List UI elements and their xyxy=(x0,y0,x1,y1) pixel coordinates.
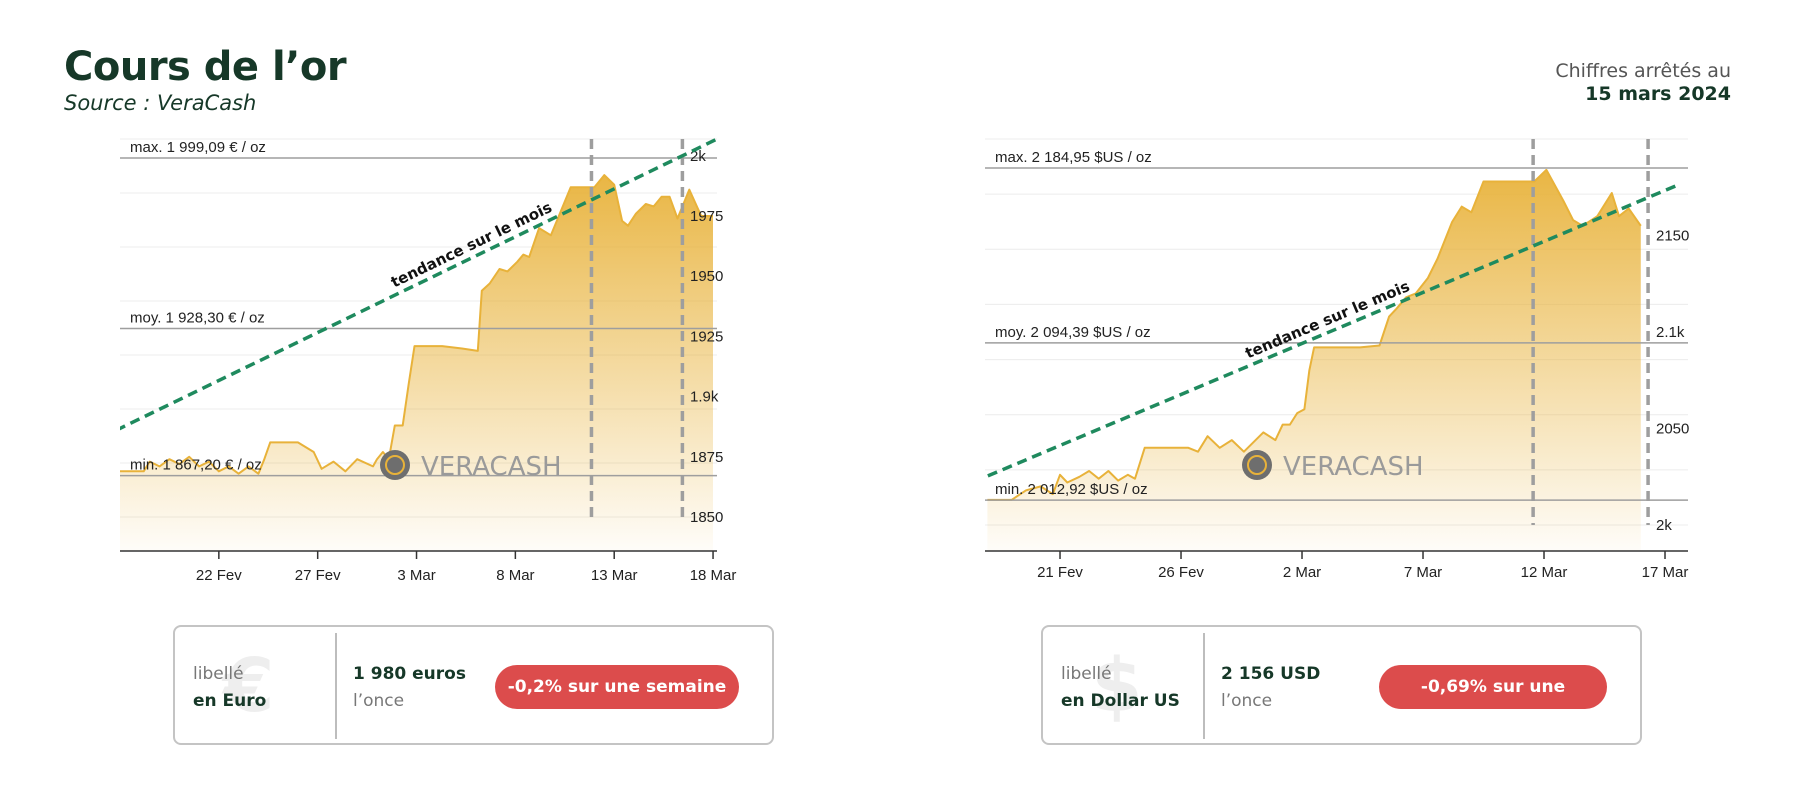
x-tick-label: 7 Mar xyxy=(1404,564,1442,581)
price-value: 1 980 euros xyxy=(353,664,466,684)
price-block: 2 156 USD l’once xyxy=(1221,661,1320,715)
x-tick-label: 22 Fev xyxy=(196,567,242,584)
price-area xyxy=(987,169,1641,551)
y-tick-label: 1950 xyxy=(690,268,723,285)
min-label: min. 1 867,20 € / oz xyxy=(130,457,262,474)
currency-label-bottom: en Dollar US xyxy=(1061,691,1180,711)
avg-label: moy. 2 094,39 $US / oz xyxy=(995,324,1151,341)
as-of-label: Chiffres arrêtés au xyxy=(1555,60,1731,82)
currency-label-top: libellé xyxy=(1061,664,1112,684)
x-tick-label: 8 Mar xyxy=(496,567,534,584)
euro-icon: € xyxy=(223,643,275,729)
veracash-watermark: VERACASH xyxy=(421,452,562,482)
x-tick-label: 2 Mar xyxy=(1283,564,1321,581)
x-tick-label: 17 Mar xyxy=(1642,564,1689,581)
dollar-icon: $ xyxy=(1091,643,1143,729)
y-tick-label: 2k xyxy=(1656,517,1672,534)
y-tick-label: 1975 xyxy=(690,208,723,225)
card-divider xyxy=(1203,633,1205,739)
y-tick-label: 1850 xyxy=(690,509,723,526)
chart-usd: max. 2 184,95 $US / oz moy. 2 094,39 $US … xyxy=(985,138,1689,581)
card-usd: $ libellé en Dollar US 2 156 USD l’once … xyxy=(1041,625,1642,745)
y-tick-label: 2k xyxy=(690,148,706,165)
price-block: 1 980 euros l’once xyxy=(353,661,466,715)
currency-label: libellé en Dollar US xyxy=(1061,661,1180,715)
page-title: Cours de l’or xyxy=(64,44,347,90)
change-badge: -0,2% sur une semaine xyxy=(495,665,739,709)
y-tick-label: 1.9k xyxy=(690,389,719,406)
min-label: min. 2 012,92 $US / oz xyxy=(995,481,1148,498)
y-tick-label: 1875 xyxy=(690,449,723,466)
x-tick-label: 3 Mar xyxy=(397,567,435,584)
x-tick-label: 12 Mar xyxy=(1521,564,1568,581)
x-tick-label: 21 Fev xyxy=(1037,564,1083,581)
veracash-watermark: VERACASH xyxy=(1283,452,1424,482)
currency-label-top: libellé xyxy=(193,664,244,684)
source-caption: Source : VeraCash xyxy=(64,91,257,115)
x-tick-label: 26 Fev xyxy=(1158,564,1204,581)
y-tick-label: 2.1k xyxy=(1656,324,1685,341)
card-divider xyxy=(335,633,337,739)
x-tick-label: 13 Mar xyxy=(591,567,638,584)
currency-label: libellé en Euro xyxy=(193,661,266,715)
price-value: 2 156 USD xyxy=(1221,664,1321,684)
card-eur: € libellé en Euro 1 980 euros l’once -0,… xyxy=(173,625,774,745)
avg-label: moy. 1 928,30 € / oz xyxy=(130,309,265,326)
as-of-date: 15 mars 2024 xyxy=(1585,83,1731,105)
x-tick-label: 18 Mar xyxy=(690,567,737,584)
veracash-logo-ring xyxy=(1247,455,1267,475)
veracash-logo-icon xyxy=(1242,450,1272,480)
y-tick-label: 2150 xyxy=(1656,228,1689,245)
price-unit: l’once xyxy=(353,691,405,711)
y-tick-label: 1925 xyxy=(690,328,723,345)
price-line xyxy=(987,168,1642,501)
x-tick-label: 27 Fev xyxy=(295,567,341,584)
max-label: max. 1 999,09 € / oz xyxy=(130,139,266,156)
veracash-logo-ring xyxy=(385,455,405,475)
price-line xyxy=(120,174,713,475)
y-tick-label: 2050 xyxy=(1656,421,1689,438)
currency-label-bottom: en Euro xyxy=(193,691,267,711)
max-label: max. 2 184,95 $US / oz xyxy=(995,149,1152,166)
change-badge: -0,69% sur une semaine xyxy=(1379,665,1607,741)
chart-eur: max. 1 999,09 € / oz moy. 1 928,30 € / oz… xyxy=(120,137,737,584)
veracash-logo-icon xyxy=(380,450,410,480)
trend-line xyxy=(985,183,1678,480)
as-of-block: Chiffres arrêtés au 15 mars 2024 xyxy=(1555,60,1731,106)
price-area xyxy=(120,175,713,551)
price-unit: l’once xyxy=(1221,691,1273,711)
